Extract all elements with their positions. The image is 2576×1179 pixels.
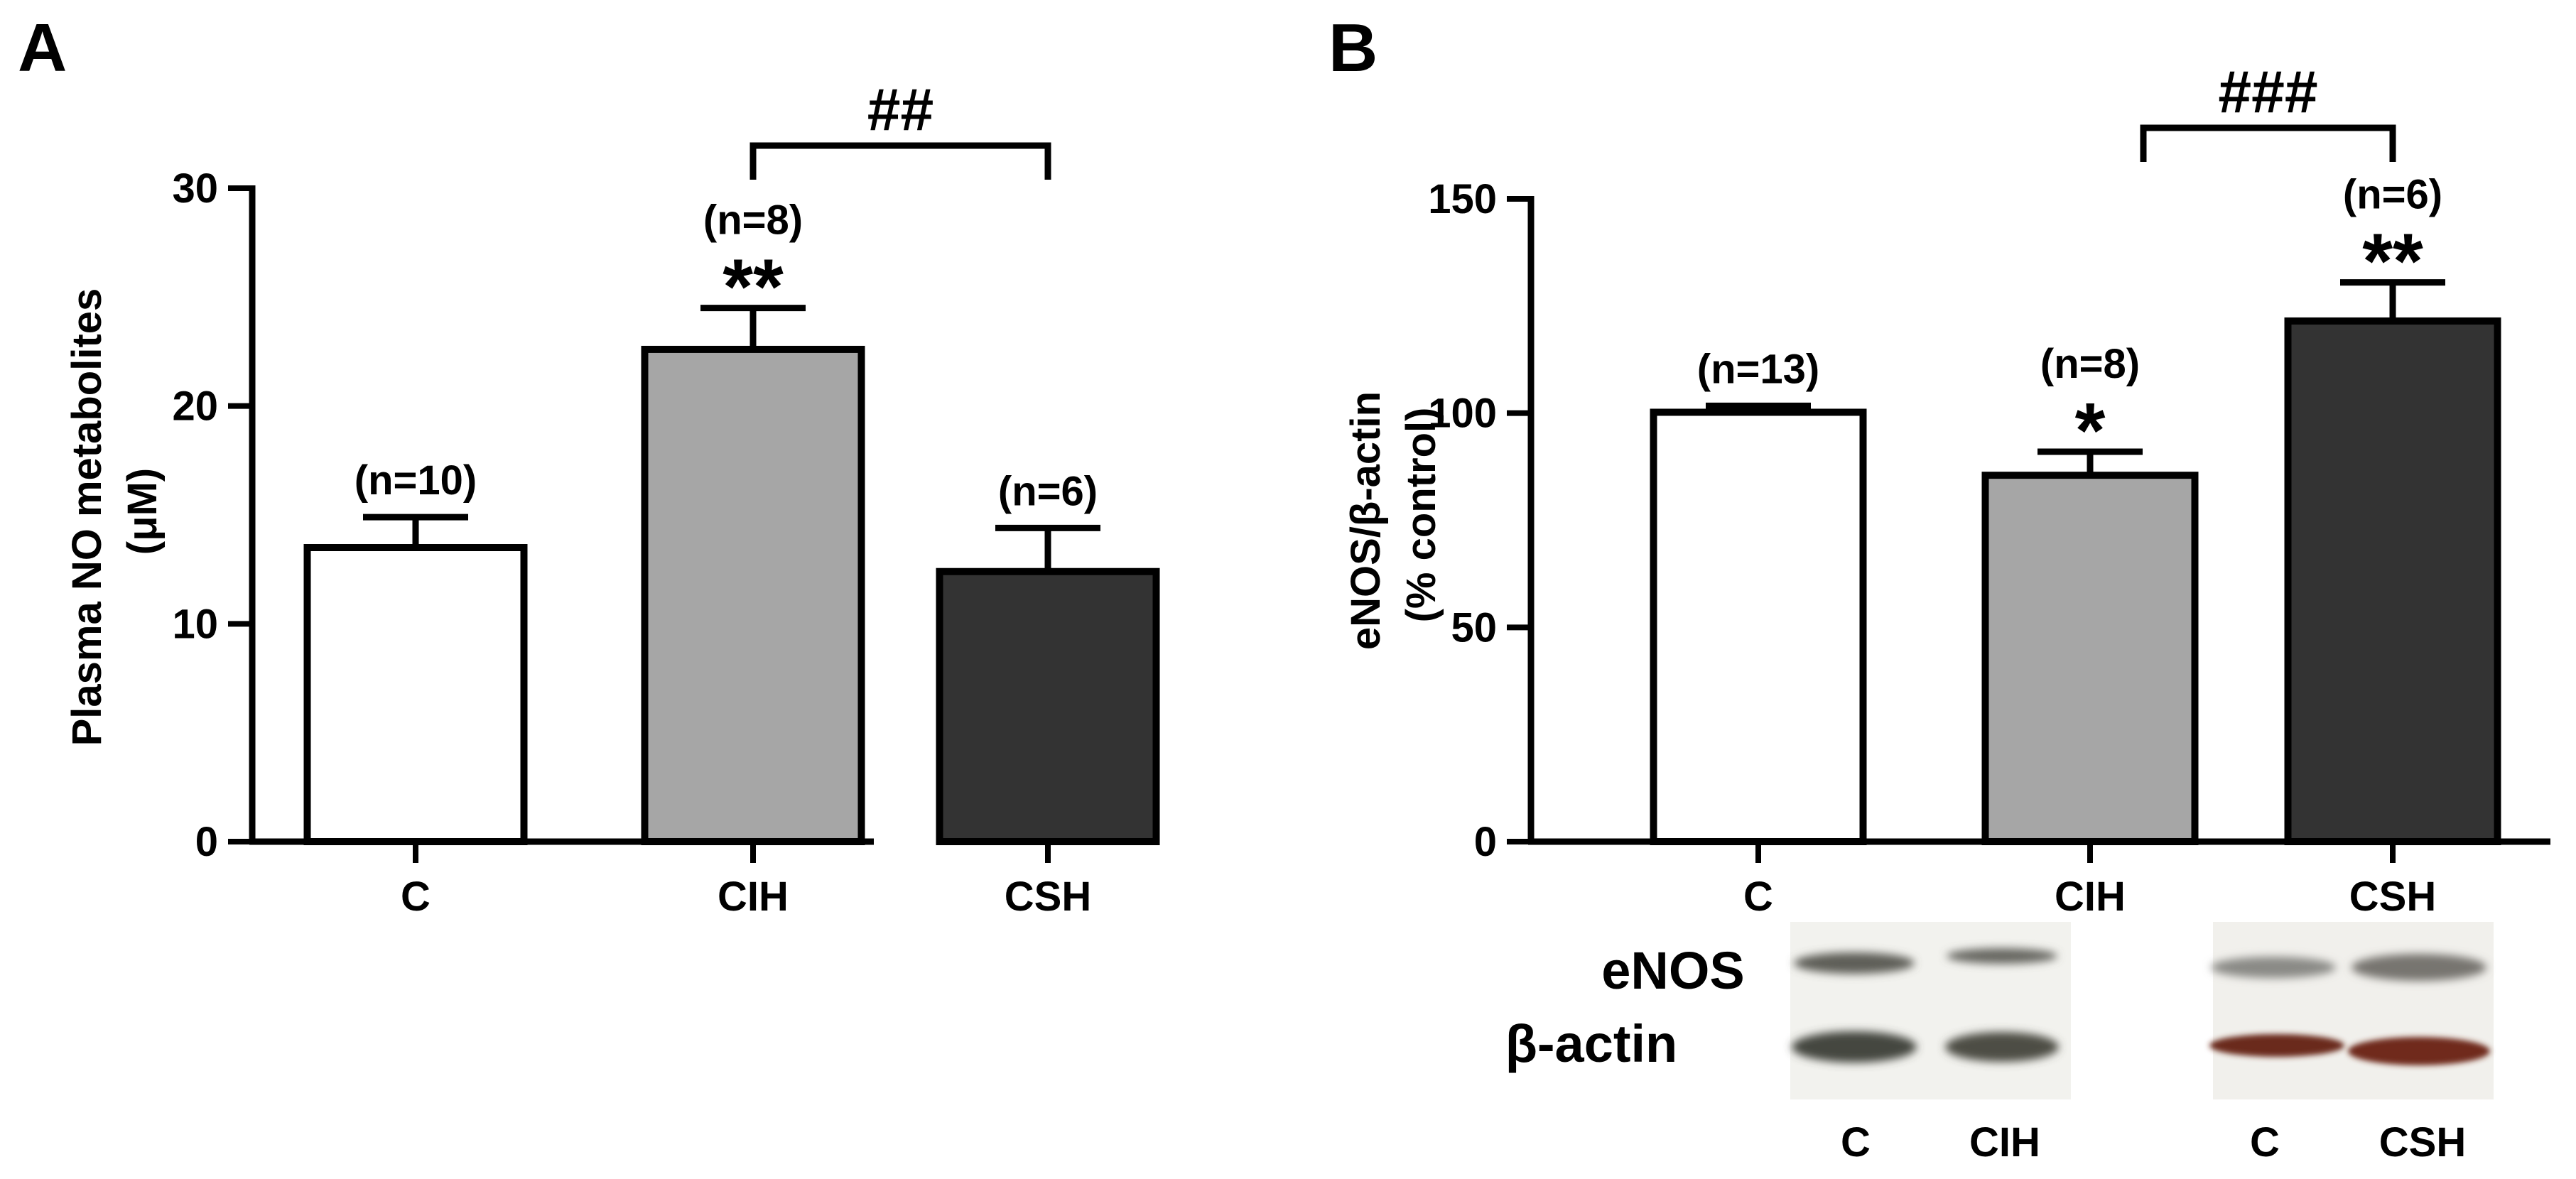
blot-lane-label-cih: CIH xyxy=(1969,1119,2040,1166)
blot-band-enos-csh xyxy=(2352,954,2486,981)
n-label-a: (n=10) xyxy=(355,457,477,504)
bars-b: (n=13) *(n=8) **(n=6) ### xyxy=(1650,58,2501,845)
n-label-b: (n=6) xyxy=(2343,172,2442,218)
y-axis-label-a-line1: Plasma NO metabolites xyxy=(64,288,110,746)
y-tick-label-a: 20 xyxy=(172,384,218,430)
bracket-b xyxy=(2140,124,2396,162)
significance-label-a: ** xyxy=(723,244,784,331)
y-axis-label-a: Plasma NO metabolites (μM) xyxy=(64,277,166,746)
y-axis-label-b-line2: (% control) xyxy=(1398,408,1444,623)
chart-panel-a: A Plasma NO metabolites (μM) 0 10 20 30 C CIH… xyxy=(18,10,1160,920)
x-tick-label-b: CSH xyxy=(2349,874,2436,920)
y-axis-label-b: eNOS/β-actin (% control) xyxy=(1343,380,1444,650)
blot-band-enos-c-right xyxy=(2211,957,2336,978)
blot-lane-label-csh: CSH xyxy=(2379,1119,2466,1166)
x-tick-label-a: CSH xyxy=(1005,874,1091,920)
panel-letter-b: B xyxy=(1328,10,1378,86)
blot-band-actin-csh xyxy=(2348,1037,2490,1065)
bar-b-c xyxy=(1650,408,1867,845)
n-label-a: (n=6) xyxy=(998,468,1098,514)
bar-a-c xyxy=(303,544,528,845)
n-label-b: (n=13) xyxy=(1697,346,1819,392)
blot-background-left xyxy=(1790,922,2071,1099)
x-tick-label-a: CIH xyxy=(718,874,789,920)
axes-a: 0 10 20 30 C CIH CSH xyxy=(172,165,1091,920)
significance-label-b: * xyxy=(2075,387,2106,474)
blot-row-label-actin: β-actin xyxy=(1505,1014,1678,1073)
x-tick-label-b: C xyxy=(1743,874,1773,920)
blot-band-enos-c-left xyxy=(1794,952,1915,974)
bar-a-csh xyxy=(936,567,1160,845)
y-axis-label-b-line1: eNOS/β-actin xyxy=(1343,391,1389,650)
y-tick-label-a: 10 xyxy=(172,601,218,647)
blot-row-label-enos: eNOS xyxy=(1601,941,1745,1000)
bracket-label-a: ## xyxy=(867,76,933,143)
significance-label-b: ** xyxy=(2362,218,2423,305)
bracket-a xyxy=(749,142,1051,180)
y-tick-label-a: 0 xyxy=(195,819,218,865)
bar-b-cih xyxy=(1981,472,2199,845)
bar-b-csh xyxy=(2284,317,2501,845)
western-blot: eNOS β-actin C CIH C CSH xyxy=(1505,922,2494,1166)
blot-band-actin-c-left xyxy=(1792,1031,1917,1063)
bar-a-cih xyxy=(641,345,865,845)
blot-lane-label-c-left: C xyxy=(1841,1119,1871,1166)
chart-panel-b: B eNOS/β-actin (% control) 0 50 100 150 C CIH… xyxy=(1328,10,2550,920)
y-tick-label-b: 0 xyxy=(1474,819,1497,865)
panel-letter-a: A xyxy=(18,10,67,86)
x-tick-label-a: C xyxy=(401,874,431,920)
y-tick-label-b: 50 xyxy=(1451,604,1497,651)
blot-background-right xyxy=(2213,922,2494,1099)
blot-band-actin-c-right xyxy=(2209,1034,2344,1057)
y-tick-label-b: 100 xyxy=(1428,391,1497,437)
n-label-b: (n=8) xyxy=(2040,341,2140,387)
x-tick-label-b: CIH xyxy=(2055,874,2126,920)
bracket-label-b: ### xyxy=(2218,58,2317,125)
y-axis-label-a-line2: (μM) xyxy=(119,468,166,555)
blot-band-enos-cih xyxy=(1947,948,2057,964)
blot-lane-label-c-right: C xyxy=(2250,1119,2280,1166)
y-tick-label-a: 30 xyxy=(172,165,218,212)
blot-band-actin-cih xyxy=(1945,1032,2059,1062)
bars-a: (n=10) **(n=8) (n=6) ## xyxy=(303,76,1160,845)
n-label-a: (n=8) xyxy=(703,197,803,244)
y-tick-label-b: 150 xyxy=(1428,176,1497,222)
